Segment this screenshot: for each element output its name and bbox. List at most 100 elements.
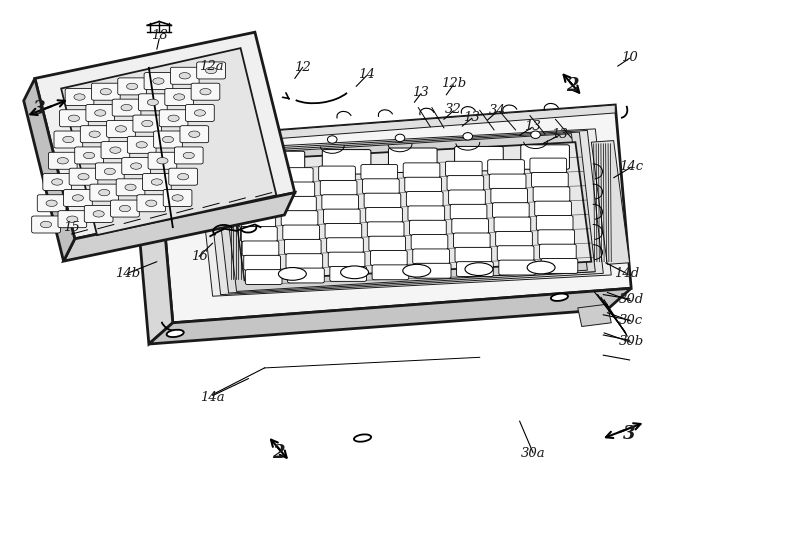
Ellipse shape [46,200,57,207]
FancyBboxPatch shape [285,239,321,254]
Ellipse shape [57,158,68,164]
FancyBboxPatch shape [366,208,402,222]
Ellipse shape [121,105,132,111]
FancyBboxPatch shape [521,145,570,169]
FancyBboxPatch shape [116,179,145,196]
FancyBboxPatch shape [58,211,86,227]
FancyBboxPatch shape [174,147,203,164]
FancyBboxPatch shape [90,184,118,201]
Text: 30c: 30c [619,313,643,327]
FancyBboxPatch shape [539,244,576,259]
Ellipse shape [100,89,111,95]
Polygon shape [157,105,631,323]
Ellipse shape [206,67,217,74]
FancyBboxPatch shape [538,230,574,245]
FancyBboxPatch shape [112,99,141,116]
Polygon shape [61,48,277,235]
Ellipse shape [126,83,138,90]
FancyBboxPatch shape [95,163,124,180]
Ellipse shape [395,134,405,142]
FancyBboxPatch shape [283,225,319,240]
Polygon shape [63,193,294,261]
FancyBboxPatch shape [449,190,486,205]
Text: 34: 34 [489,104,506,117]
Text: 18: 18 [151,29,168,42]
Polygon shape [578,304,611,326]
Ellipse shape [89,131,100,137]
FancyBboxPatch shape [447,176,484,191]
Ellipse shape [142,120,153,127]
Polygon shape [197,129,611,296]
FancyBboxPatch shape [328,252,365,267]
FancyBboxPatch shape [369,236,406,251]
Text: 14b: 14b [114,267,140,280]
FancyBboxPatch shape [499,260,535,275]
FancyBboxPatch shape [54,131,82,148]
FancyBboxPatch shape [361,164,398,179]
FancyBboxPatch shape [454,233,490,248]
Text: 14: 14 [358,68,375,81]
Ellipse shape [52,179,62,185]
Ellipse shape [119,206,130,212]
FancyBboxPatch shape [74,147,103,164]
FancyBboxPatch shape [169,168,198,185]
FancyBboxPatch shape [372,265,409,280]
Ellipse shape [168,115,179,121]
Ellipse shape [183,152,194,159]
FancyBboxPatch shape [370,250,407,265]
Text: 3: 3 [34,100,46,117]
FancyBboxPatch shape [197,62,226,79]
FancyBboxPatch shape [410,220,446,235]
FancyBboxPatch shape [367,222,404,237]
Polygon shape [133,139,173,344]
FancyBboxPatch shape [322,150,371,174]
Text: 2: 2 [273,444,285,462]
FancyBboxPatch shape [490,174,526,189]
Ellipse shape [78,174,89,180]
FancyBboxPatch shape [234,169,271,184]
FancyBboxPatch shape [325,223,362,238]
FancyBboxPatch shape [534,201,571,216]
FancyBboxPatch shape [531,172,568,187]
FancyBboxPatch shape [154,131,182,148]
Polygon shape [24,78,74,261]
FancyBboxPatch shape [408,206,445,221]
Ellipse shape [354,434,371,442]
FancyBboxPatch shape [282,211,318,225]
FancyBboxPatch shape [536,216,573,230]
Ellipse shape [41,221,52,227]
FancyBboxPatch shape [69,168,98,185]
Ellipse shape [93,211,104,217]
Text: 15: 15 [63,221,80,234]
Polygon shape [205,130,603,295]
Ellipse shape [551,294,568,301]
FancyBboxPatch shape [330,266,366,281]
FancyBboxPatch shape [148,152,177,169]
FancyBboxPatch shape [191,83,220,100]
FancyBboxPatch shape [494,217,530,232]
Text: 12: 12 [294,61,311,74]
Text: 14c: 14c [619,160,643,172]
FancyBboxPatch shape [446,161,482,176]
Ellipse shape [341,266,369,279]
Text: 13: 13 [412,87,429,99]
FancyBboxPatch shape [362,179,399,194]
FancyBboxPatch shape [403,163,440,178]
FancyBboxPatch shape [59,110,88,127]
FancyBboxPatch shape [454,146,503,171]
FancyBboxPatch shape [239,213,276,227]
Ellipse shape [530,131,540,138]
FancyBboxPatch shape [86,105,114,121]
Ellipse shape [157,158,168,164]
FancyBboxPatch shape [405,177,442,192]
FancyBboxPatch shape [133,115,162,132]
FancyBboxPatch shape [493,203,529,217]
Ellipse shape [83,152,94,159]
FancyBboxPatch shape [244,255,281,270]
Text: 13: 13 [463,111,480,124]
FancyBboxPatch shape [457,262,494,277]
Polygon shape [229,142,591,280]
FancyBboxPatch shape [163,190,192,207]
Text: 12b: 12b [441,77,466,90]
FancyBboxPatch shape [241,226,278,241]
